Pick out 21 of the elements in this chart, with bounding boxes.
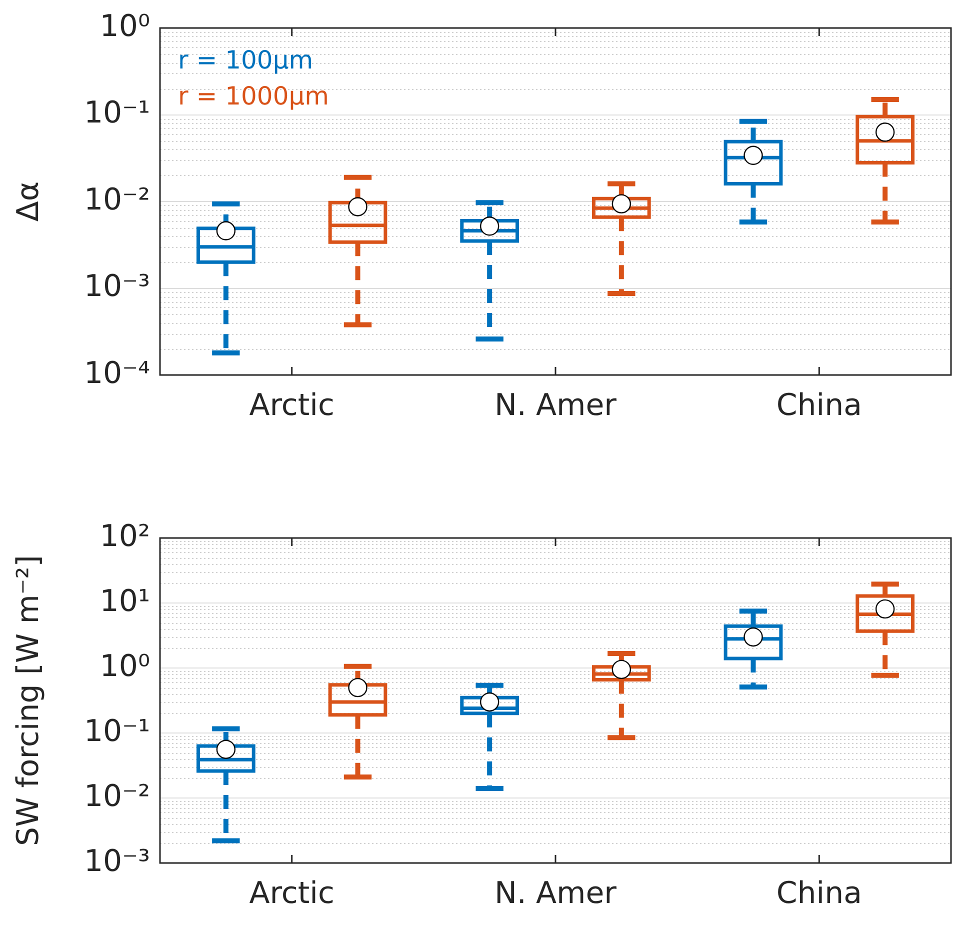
- y-tick-label: 10⁰: [100, 648, 150, 684]
- y-tick-label: 10⁻²: [84, 778, 150, 814]
- y-tick-label: 10⁻²: [84, 182, 150, 218]
- x-tick-label: China: [776, 388, 862, 423]
- y-tick-label: 10⁰: [100, 8, 150, 44]
- x-tick-label: N. Amer: [494, 388, 618, 423]
- y-tick-label: 10⁻³: [84, 269, 150, 304]
- y-axis-title: Δα: [10, 181, 46, 222]
- x-tick-label: Arctic: [249, 388, 334, 423]
- y-tick-label: 10²: [100, 518, 150, 554]
- y-tick-label: 10¹: [100, 584, 150, 619]
- text: r = 1000μm: [178, 82, 330, 110]
- y-tick-label: 10⁻¹: [84, 714, 150, 749]
- x-tick-label: China: [776, 876, 862, 911]
- x-tick-label: Arctic: [249, 876, 334, 911]
- y-tick-label: 10⁻⁴: [84, 356, 150, 391]
- y-tick-label: 10⁻³: [84, 844, 150, 879]
- text: r = 100μm: [178, 46, 314, 74]
- y-tick-label: 10⁻¹: [84, 96, 150, 131]
- y-axis-title: SW forcing [W m⁻²]: [10, 555, 46, 846]
- x-tick-label: N. Amer: [494, 876, 618, 911]
